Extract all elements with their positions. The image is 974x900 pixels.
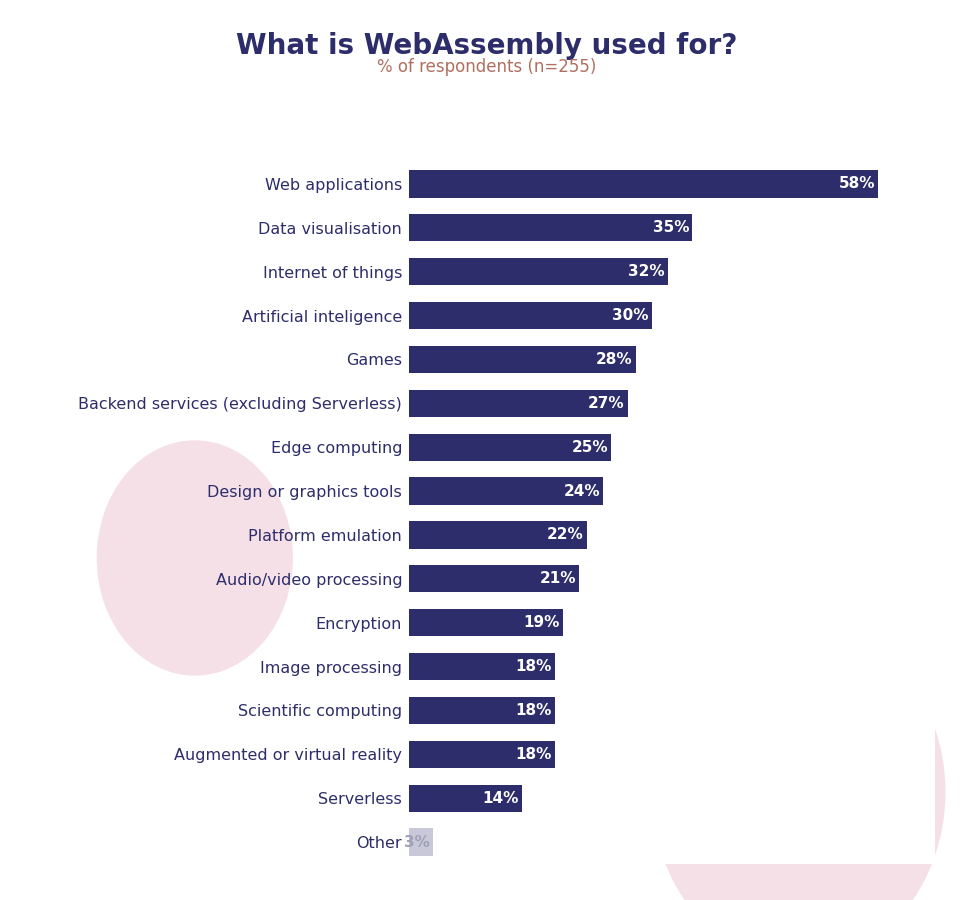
Bar xyxy=(409,565,579,592)
Bar xyxy=(409,521,587,548)
Text: 35%: 35% xyxy=(653,220,689,235)
Text: 21%: 21% xyxy=(540,572,576,586)
Text: 18%: 18% xyxy=(515,659,551,674)
Bar xyxy=(409,609,563,636)
Bar xyxy=(409,390,627,417)
Text: 22%: 22% xyxy=(547,527,583,543)
Text: 27%: 27% xyxy=(587,396,624,410)
Text: 32%: 32% xyxy=(628,265,665,279)
Bar xyxy=(409,697,555,724)
Text: What is WebAssembly used for?: What is WebAssembly used for? xyxy=(237,32,737,59)
Text: 30%: 30% xyxy=(612,308,649,323)
Bar xyxy=(409,434,612,461)
Bar xyxy=(409,170,879,197)
Bar xyxy=(409,214,693,241)
Text: % of respondents (n=255): % of respondents (n=255) xyxy=(377,58,597,76)
Bar xyxy=(409,258,668,285)
Text: 28%: 28% xyxy=(596,352,632,367)
Bar xyxy=(409,741,555,768)
Text: 18%: 18% xyxy=(515,703,551,718)
Text: 18%: 18% xyxy=(515,747,551,761)
Bar xyxy=(409,785,522,812)
Bar xyxy=(409,346,636,373)
Bar xyxy=(409,829,433,856)
Text: 14%: 14% xyxy=(483,791,519,806)
Text: 25%: 25% xyxy=(572,440,608,454)
Text: 19%: 19% xyxy=(523,616,560,630)
Bar xyxy=(409,302,652,329)
Bar xyxy=(409,653,555,680)
Text: 3%: 3% xyxy=(404,834,431,850)
Text: 58%: 58% xyxy=(839,176,876,192)
Text: 24%: 24% xyxy=(563,483,600,499)
Bar xyxy=(409,478,603,505)
